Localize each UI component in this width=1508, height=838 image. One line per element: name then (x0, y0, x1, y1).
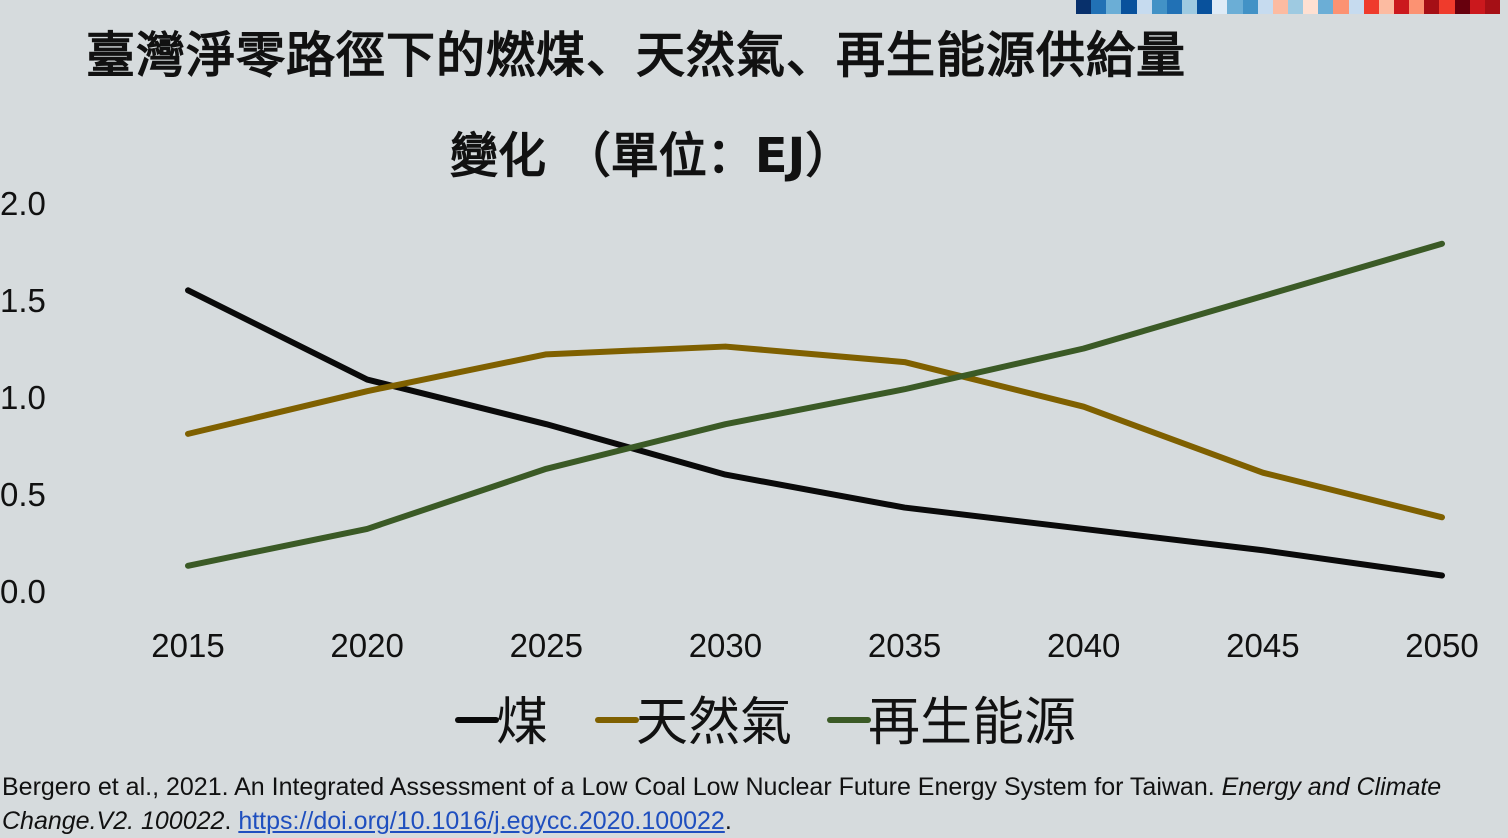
stripe (1378, 0, 1394, 14)
stripe (1409, 0, 1425, 14)
stripe (1151, 0, 1167, 14)
stripe (1272, 0, 1288, 14)
y-tick-label: 1.0 (0, 379, 46, 416)
x-tick-label: 2040 (1047, 627, 1120, 664)
stripe (1469, 0, 1485, 14)
stripe (1121, 0, 1137, 14)
stripe (1348, 0, 1364, 14)
stripe (1454, 0, 1470, 14)
stripe (1136, 0, 1152, 14)
citation-journal: Energy and Climate Change.V2. 100022 (2, 773, 1442, 835)
legend-label: 天然氣 (636, 693, 792, 753)
stripe (1166, 0, 1182, 14)
chart-subtitle: 變化 （單位：EJ） (450, 128, 854, 184)
doi-link[interactable]: https://doi.org/10.1016/j.egycc.2020.100… (238, 807, 725, 835)
x-tick-label: 2050 (1405, 627, 1478, 664)
y-tick-label: 2.0 (0, 185, 46, 222)
x-tick-label: 2020 (330, 627, 403, 664)
x-tick-label: 2015 (151, 627, 224, 664)
stripe (1227, 0, 1243, 14)
stripe (1242, 0, 1258, 14)
series-line (185, 343, 1445, 521)
x-tick-label: 2045 (1226, 627, 1299, 664)
warming-stripes-decoration (1076, 0, 1500, 14)
stripe (1091, 0, 1107, 14)
series-line (185, 240, 1445, 569)
citation-text: Bergero et al., 2021. An Integrated Asse… (2, 773, 1222, 801)
stripe (1181, 0, 1198, 14)
x-tick-label: 2030 (689, 627, 762, 664)
y-tick-label: 0.5 (0, 476, 46, 513)
stripe (1363, 0, 1379, 14)
stripe (1303, 0, 1319, 14)
legend-label: 煤 (496, 693, 548, 753)
x-tick-label: 2035 (868, 627, 941, 664)
citation-end: . (724, 807, 732, 835)
stripe (1393, 0, 1410, 14)
y-tick-label: 1.5 (0, 282, 46, 319)
legend-label: 再生能源 (868, 693, 1076, 753)
line-chart: 0.0 0.5 1.0 1.5 2.0 2015 2020 2025 2030 2035 2040 2… (0, 185, 1479, 753)
stripe (1439, 0, 1455, 14)
stripe (1076, 0, 1092, 14)
stripe (1212, 0, 1228, 14)
citation: Bergero et al., 2021. An Integrated Asse… (2, 770, 1502, 838)
x-tick-label: 2025 (510, 627, 583, 664)
stripe (1257, 0, 1273, 14)
chart-title: 臺灣淨零路徑下的燃煤、天然氣、再生能源供給量 (86, 27, 1187, 84)
stripe (1197, 0, 1213, 14)
stripe (1287, 0, 1304, 14)
citation-sep: . (224, 807, 239, 835)
stripe (1484, 0, 1500, 14)
y-tick-label: 0.0 (0, 573, 46, 610)
stripe (1333, 0, 1349, 14)
stripe (1424, 0, 1440, 14)
stripe (1106, 0, 1122, 14)
stripe (1318, 0, 1334, 14)
series-line (185, 287, 1445, 579)
